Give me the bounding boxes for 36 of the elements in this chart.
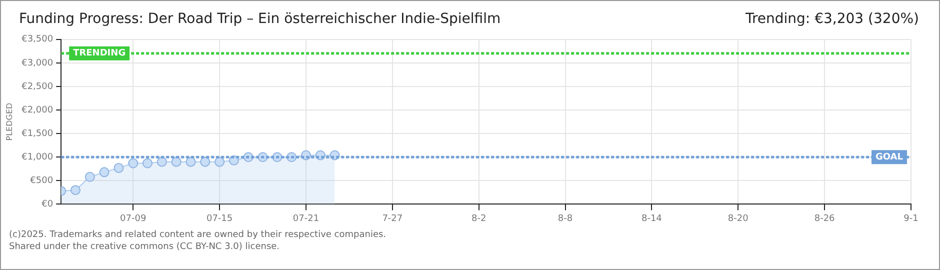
chart-subtitle: Trending: €3,203 (320%) bbox=[745, 11, 919, 27]
x-tick-label: 07-09 bbox=[120, 214, 146, 224]
ref-line-label: TRENDING bbox=[73, 48, 126, 59]
point bbox=[84, 172, 95, 182]
y-tick-label: €2,000 bbox=[22, 105, 54, 116]
x-tick-label: 07-21 bbox=[292, 214, 320, 224]
point bbox=[70, 185, 80, 196]
point bbox=[156, 156, 167, 167]
x-tick-label: 8-2 bbox=[471, 214, 486, 224]
x-tick-label: 8-14 bbox=[641, 214, 662, 224]
y-tick-label: €500 bbox=[30, 176, 54, 186]
x-tick-label: 8-26 bbox=[814, 214, 836, 224]
point bbox=[214, 156, 225, 167]
y-tick-label: €3,000 bbox=[22, 58, 54, 68]
text: Shared under the creative commons (CC BY-NC 3.0) license. bbox=[9, 241, 281, 253]
text: (c)2025. Trademarks and related content are owned by their respective companies. bbox=[9, 229, 388, 241]
chart-title: Funding Progress: Der Road Trip – Ein österreichischer Indie-Spielfilm bbox=[19, 11, 501, 27]
y-tick-label: €3,500 bbox=[22, 34, 54, 45]
x-tick-label: 7-27 bbox=[382, 214, 403, 224]
x-tick-label: 8-20 bbox=[728, 214, 749, 224]
point bbox=[99, 167, 110, 178]
y-tick-label: €2,500 bbox=[22, 82, 54, 92]
point bbox=[114, 162, 124, 173]
y-tick-label: €0 bbox=[42, 200, 54, 210]
x-tick-label: 9-1 bbox=[904, 214, 918, 224]
x-tick-label: 07-15 bbox=[206, 214, 233, 224]
y-axis-title: PLEDGED bbox=[4, 102, 14, 141]
point bbox=[186, 156, 196, 167]
point bbox=[200, 156, 210, 167]
point bbox=[142, 158, 153, 168]
y-tick-label: €1,500 bbox=[22, 128, 54, 139]
x-tick-label: 8-8 bbox=[558, 214, 573, 224]
y-tick-label: €1,000 bbox=[22, 152, 54, 162]
ref-line-label: GOAL bbox=[876, 152, 904, 162]
point bbox=[171, 156, 182, 167]
point bbox=[128, 158, 138, 168]
